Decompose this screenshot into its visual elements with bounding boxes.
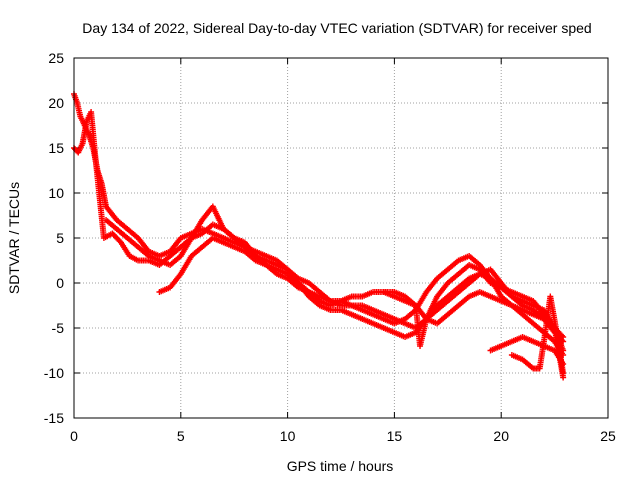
y-tick-label: 5 <box>56 230 64 246</box>
plot-frame <box>73 57 609 419</box>
series-3 <box>103 203 567 340</box>
x-tick-label: 0 <box>70 428 78 444</box>
grid <box>74 58 608 418</box>
y-tick-label: 25 <box>48 50 64 66</box>
y-tick-label: 20 <box>48 95 64 111</box>
series-7 <box>508 293 567 376</box>
series-2 <box>71 109 567 354</box>
x-axis-label: GPS time / hours <box>287 458 394 474</box>
x-tick-label: 5 <box>177 428 185 444</box>
y-tick-label: -15 <box>44 410 64 426</box>
x-tick-label: 20 <box>493 428 509 444</box>
x-tick-label: 15 <box>387 428 403 444</box>
data-points <box>71 91 567 381</box>
data-point <box>560 370 567 376</box>
x-tick-label: 25 <box>600 428 616 444</box>
chart-title: Day 134 of 2022, Sidereal Day-to-day VTE… <box>82 20 591 36</box>
y-axis-label: SDTVAR / TECUs <box>6 182 22 294</box>
y-tick-label: 15 <box>48 140 64 156</box>
series-1 <box>71 91 567 358</box>
y-tick-label: -5 <box>52 320 65 336</box>
x-tick-label: 10 <box>280 428 296 444</box>
y-tick-label: 0 <box>56 275 64 291</box>
axis-ticks: 0 5 10 15 20 25 -15 -10 -5 0 5 10 15 20 25 <box>44 50 616 444</box>
y-tick-label: -10 <box>44 365 64 381</box>
y-tick-label: 10 <box>48 185 64 201</box>
